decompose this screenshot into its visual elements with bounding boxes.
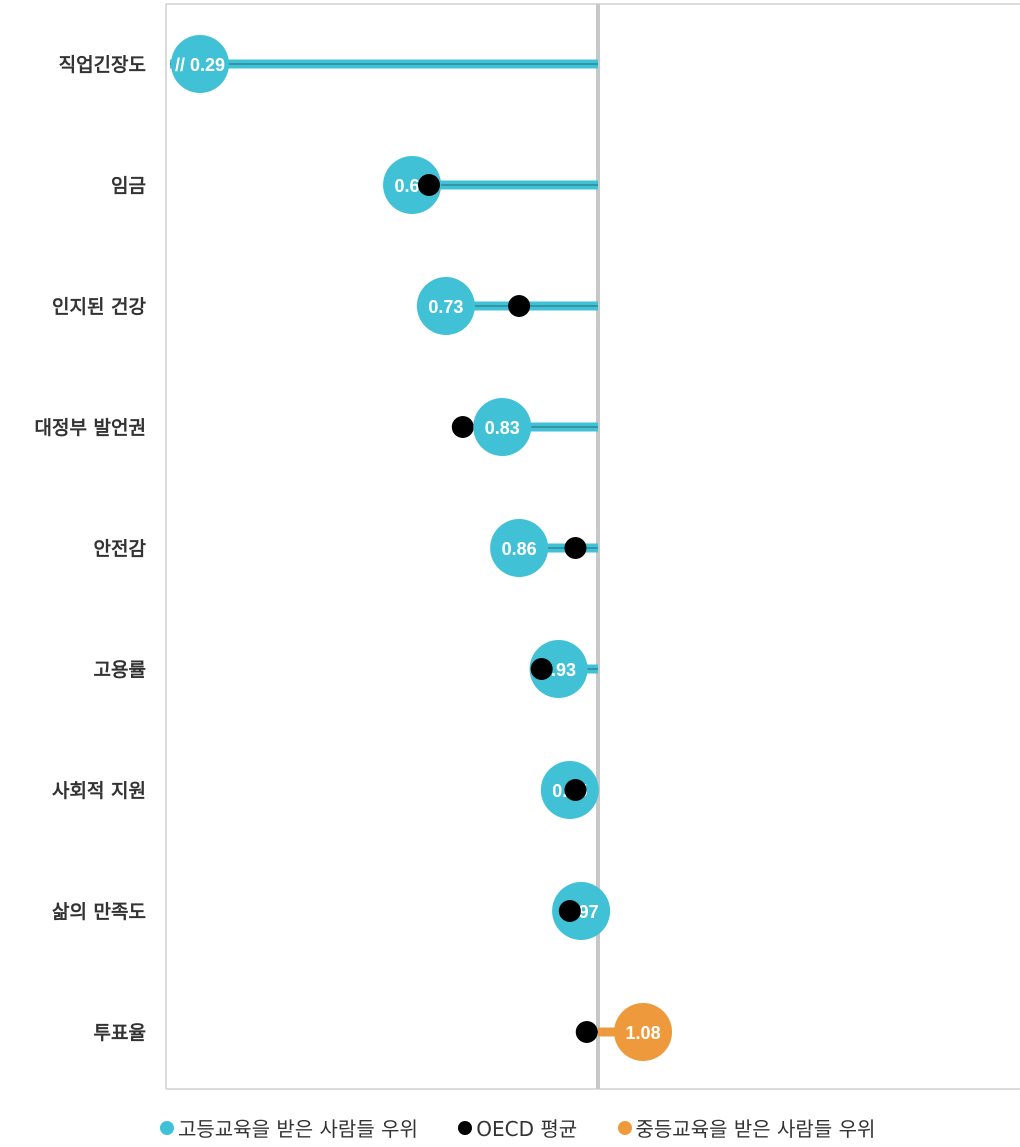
category-label: 사회적 지원 xyxy=(52,780,146,802)
oecd-point xyxy=(564,537,587,559)
legend-marker-oecd xyxy=(458,1121,473,1135)
row-9: 1.08 xyxy=(575,1003,673,1061)
row-3: 0.73 xyxy=(416,277,598,335)
chart-svg: // 0.290.670.730.830.860.930.950.971.08 … xyxy=(35,3,1020,1090)
legend-marker-secondary xyxy=(617,1121,632,1135)
row-6: 0.93 xyxy=(529,640,598,698)
category-label: 투표율 xyxy=(94,1022,146,1044)
higher-point xyxy=(383,156,442,214)
row-5: 0.86 xyxy=(490,519,598,577)
legend-item-higher: 고등교육을 받은 사람들 우위 xyxy=(160,1113,418,1142)
oecd-point xyxy=(417,174,440,196)
higher-point xyxy=(473,398,532,456)
oecd-point xyxy=(558,900,581,922)
category-label: 인지된 건강 xyxy=(52,296,147,318)
category-label: 대정부 발언권 xyxy=(35,417,147,439)
row-7: 0.95 xyxy=(540,761,599,819)
row-8: 0.97 xyxy=(552,882,611,940)
oecd-point xyxy=(530,658,553,680)
secondary-point xyxy=(614,1003,673,1061)
row-4: 0.83 xyxy=(451,398,598,456)
higher-value-label: 0.83 xyxy=(485,418,520,438)
row-2: 0.67 xyxy=(383,156,598,214)
legend-item-secondary: 중등교육을 받은 사람들 우위 xyxy=(617,1113,876,1142)
category-label: 삶의 만족도 xyxy=(52,901,146,923)
legend-marker-higher xyxy=(160,1121,174,1135)
higher-point xyxy=(529,640,588,698)
legend-label-oecd: OECD 평균 xyxy=(476,1117,578,1141)
higher-value-label: // 0.29 xyxy=(175,55,225,75)
category-label: 고용률 xyxy=(94,659,146,681)
higher-value-label: 0.73 xyxy=(428,297,463,317)
legend-item-oecd: OECD 평균 xyxy=(458,1113,577,1142)
higher-point xyxy=(490,519,549,577)
category-label: 직업긴장도 xyxy=(59,54,146,76)
legend-label-secondary: 중등교육을 받은 사람들 우위 xyxy=(635,1117,876,1141)
oecd-point xyxy=(575,1021,598,1043)
category-label: 임금 xyxy=(111,175,146,197)
higher-point xyxy=(416,277,475,335)
oecd-point xyxy=(508,295,531,317)
legend-label-higher: 고등교육을 받은 사람들 우위 xyxy=(178,1117,418,1141)
row-1: // 0.29 xyxy=(170,35,598,93)
higher-point xyxy=(552,882,611,940)
legend: 고등교육을 받은 사람들 우위 OECD 평균 중등교육을 받은 사람들 우위 xyxy=(160,1113,1020,1147)
category-label: 안전감 xyxy=(94,538,147,560)
oecd-point xyxy=(451,416,474,438)
oecd-point xyxy=(564,779,587,801)
secondary-value-label: 1.08 xyxy=(626,1023,661,1043)
higher-point xyxy=(171,35,229,93)
higher-value-label: 0.86 xyxy=(502,539,537,559)
